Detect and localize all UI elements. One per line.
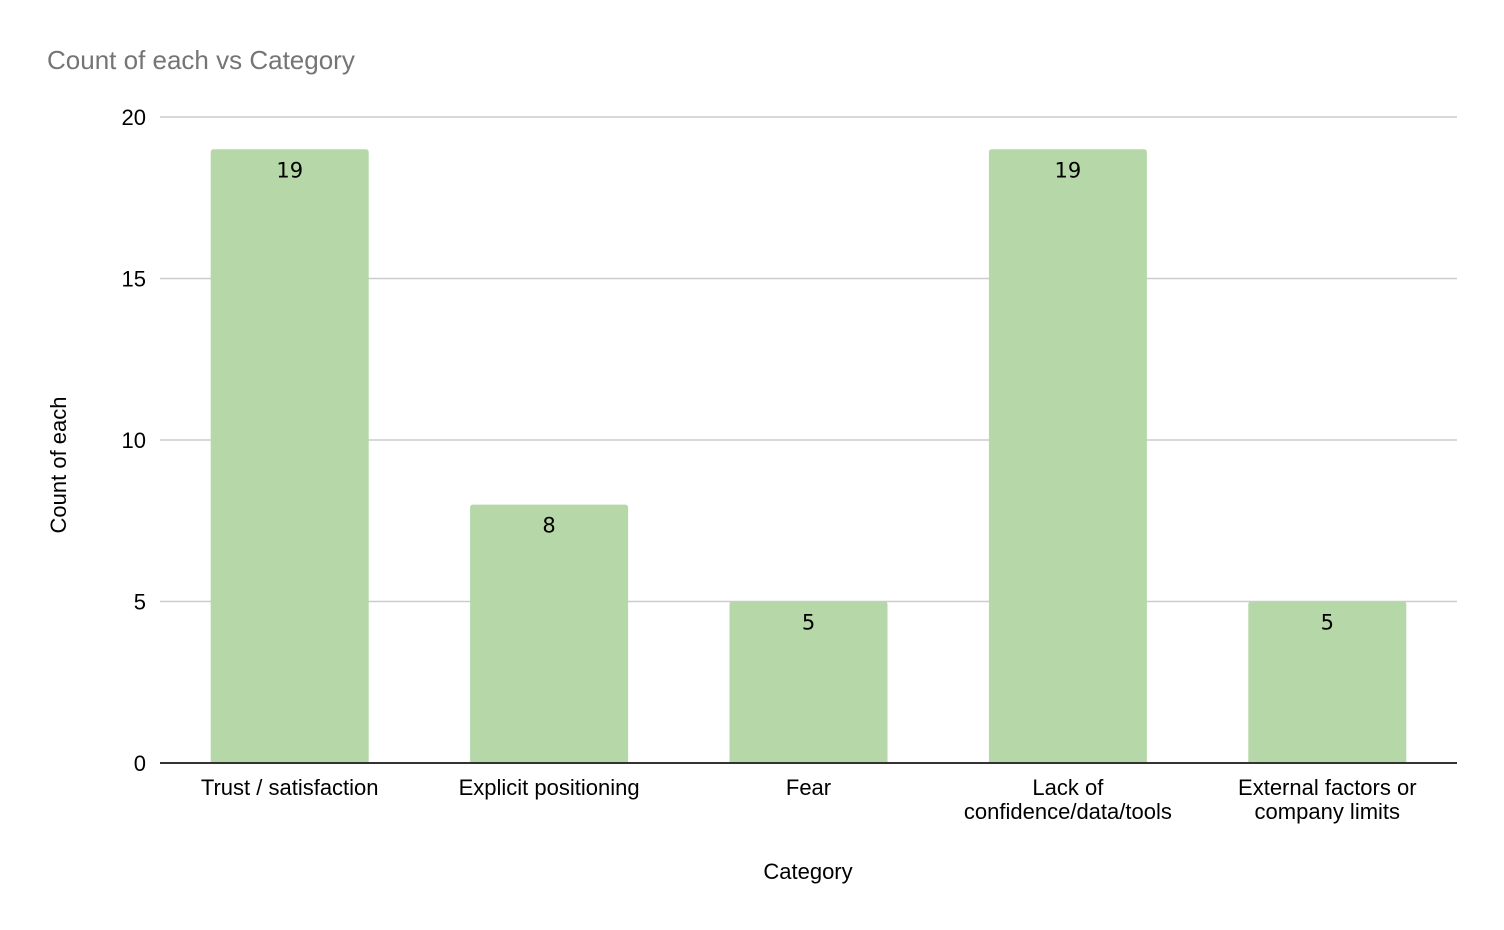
bars	[210, 149, 1407, 764]
y-axis-title: Count of each	[46, 397, 71, 534]
data-label: 19	[1055, 158, 1082, 182]
data-label: 19	[276, 158, 303, 182]
bar	[988, 149, 1147, 764]
chart-title: Count of each vs Category	[47, 45, 355, 75]
x-axis-title: Category	[763, 859, 852, 884]
bar	[1248, 601, 1407, 763]
data-label: 8	[542, 514, 555, 538]
x-tick-label: confidence/data/tools	[964, 799, 1172, 824]
x-tick-label: External factors or	[1238, 775, 1417, 800]
bar	[729, 601, 888, 763]
bar	[210, 149, 369, 764]
x-tick-label: Trust / satisfaction	[201, 775, 379, 800]
bar	[470, 504, 629, 763]
data-label: 5	[1321, 611, 1334, 635]
x-tick-label: Fear	[786, 775, 831, 800]
y-tick-label: 5	[134, 590, 146, 615]
y-tick-label: 15	[122, 267, 146, 292]
x-tick-label: Lack of	[1032, 775, 1104, 800]
data-label: 5	[802, 611, 815, 635]
y-tick-label: 10	[122, 428, 146, 453]
y-tick-label: 20	[122, 105, 146, 130]
y-axis-ticks: 0 5 10 15 20	[122, 105, 146, 776]
x-axis-categories: Trust / satisfaction Explicit positioning…	[201, 775, 1417, 824]
x-tick-label: Explicit positioning	[459, 775, 640, 800]
data-labels: 19 8 5 19 5	[276, 158, 1334, 634]
y-tick-label: 0	[134, 751, 146, 776]
x-tick-label: company limits	[1255, 799, 1400, 824]
